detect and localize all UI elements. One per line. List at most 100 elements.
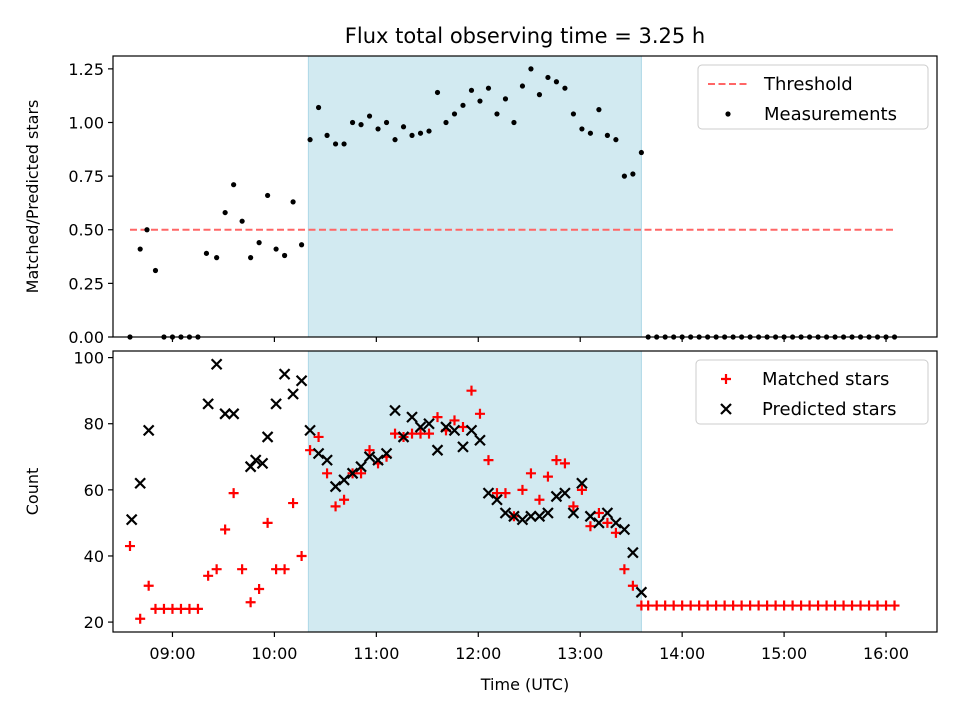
data-point (364, 445, 375, 456)
data-point (423, 417, 435, 430)
data-point (491, 488, 502, 499)
y-tick-label: 60 (84, 481, 104, 500)
data-point (601, 507, 614, 519)
data-point (627, 546, 639, 559)
series-matched-stars (124, 385, 900, 624)
data-point (409, 132, 415, 138)
data-point (415, 428, 426, 439)
data-point (449, 415, 460, 426)
data-point (551, 455, 562, 466)
data-point (372, 454, 384, 466)
data-point (736, 600, 747, 611)
data-point (406, 411, 418, 423)
data-point (465, 424, 478, 437)
series-predicted-stars (125, 358, 648, 599)
legend-swatch (721, 374, 731, 384)
y-tick-label: 100 (73, 349, 104, 368)
data-point (434, 89, 441, 96)
data-point (821, 600, 832, 611)
data-point (339, 494, 350, 505)
data-point (585, 521, 596, 532)
data-point (457, 422, 468, 433)
data-point (474, 434, 486, 447)
data-point (443, 119, 449, 126)
data-point (324, 132, 330, 138)
data-point (568, 501, 579, 512)
data-point (222, 209, 228, 216)
data-point (519, 83, 526, 89)
data-point (533, 510, 546, 523)
data-point (261, 431, 274, 443)
data-point (855, 600, 866, 611)
data-point (329, 480, 342, 493)
data-point (175, 603, 186, 614)
x-tick-label: 11:00 (353, 644, 399, 663)
data-point (770, 600, 781, 611)
data-point (210, 358, 223, 371)
data-point (298, 242, 305, 248)
count-plot: 20 40 60 80 100 09:00 10:00 11:00 12:00 13:00 14:0… (23, 349, 938, 694)
data-point (627, 580, 638, 591)
data-point (584, 510, 597, 523)
legend-box (697, 64, 929, 130)
data-point (635, 586, 648, 599)
data-point (630, 171, 636, 177)
data-point (474, 408, 485, 419)
data-point (192, 603, 203, 614)
data-point (804, 600, 815, 611)
data-point (604, 132, 611, 138)
data-point (231, 182, 237, 188)
ratio-plot: 0.00 0.25 0.50 0.75 1.00 1.25 Matched/Predicte… (23, 55, 938, 347)
data-point (295, 374, 308, 387)
data-point (322, 468, 333, 479)
data-point (677, 600, 688, 611)
data-point (150, 603, 161, 614)
data-point (516, 513, 529, 526)
data-point (728, 600, 739, 611)
data-point (256, 240, 262, 246)
y-tick-label: 80 (84, 415, 104, 434)
y-tick-label: 0.00 (68, 328, 104, 347)
data-point (847, 600, 858, 611)
data-point (158, 603, 169, 614)
chart-title: Flux total observing time = 3.25 h (345, 24, 705, 48)
data-point (254, 584, 265, 595)
data-point (813, 600, 824, 611)
data-point (719, 600, 730, 611)
data-point (389, 404, 401, 417)
data-point (796, 600, 807, 611)
data-point (203, 570, 214, 581)
observing-window (307, 350, 642, 633)
data-point (407, 428, 418, 439)
data-point (135, 613, 146, 624)
data-point (491, 493, 503, 506)
data-point (745, 600, 756, 611)
y-axis-label: Matched/Predicted stars (23, 100, 42, 294)
data-point (643, 600, 654, 611)
data-point (315, 104, 322, 111)
legend-swatch (720, 403, 732, 415)
data-point (256, 457, 269, 470)
data-point (392, 137, 398, 143)
data-point (265, 192, 271, 199)
data-point (559, 458, 570, 469)
y-tick-label: 0.25 (68, 274, 104, 293)
data-point (414, 421, 427, 433)
data-point (485, 85, 492, 91)
data-point (356, 468, 367, 479)
data-point (184, 603, 195, 614)
data-point (248, 255, 254, 261)
data-point (142, 424, 155, 437)
data-point (460, 102, 466, 108)
data-point (137, 246, 143, 252)
data-point (202, 398, 214, 410)
data-point (553, 79, 560, 85)
data-point (355, 460, 367, 473)
legend: Threshold Measurements (697, 64, 929, 130)
data-point (838, 600, 849, 611)
data-point (249, 454, 262, 466)
data-point (619, 564, 630, 575)
data-point (618, 523, 631, 536)
observing-window (307, 55, 642, 338)
data-point (660, 600, 671, 611)
